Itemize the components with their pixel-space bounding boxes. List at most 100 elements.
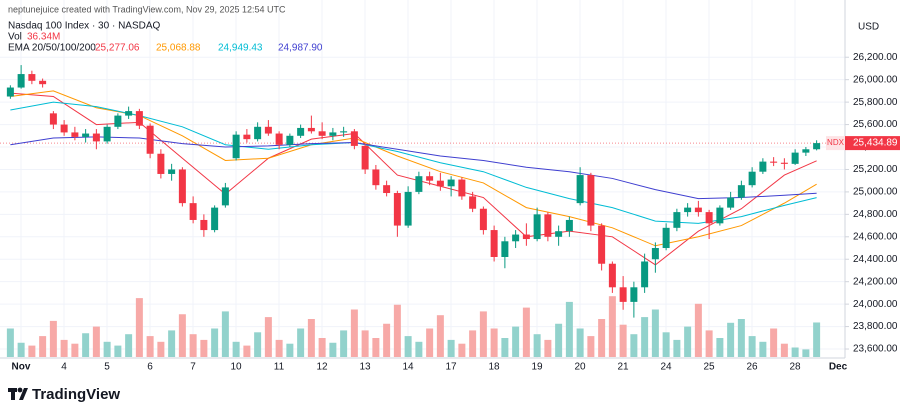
volume-bar — [125, 334, 133, 357]
candle-body — [662, 227, 670, 249]
candle-body — [619, 287, 627, 302]
candle-body — [254, 126, 262, 140]
candle-body — [6, 87, 14, 97]
candle-body — [103, 126, 111, 142]
volume-bar — [211, 328, 219, 357]
candle-body — [49, 113, 57, 125]
candle-body — [340, 131, 348, 133]
candle-body — [232, 134, 240, 159]
candle-body — [71, 132, 79, 137]
volume-bar — [329, 342, 337, 357]
candle-body — [393, 193, 401, 226]
candle-body — [533, 214, 541, 240]
volume-bar — [39, 336, 47, 357]
candle-body — [555, 231, 563, 237]
volume-bar — [286, 343, 294, 357]
x-tick-label: 6 — [147, 362, 153, 373]
candle-body — [813, 143, 821, 150]
candle-body — [748, 171, 756, 186]
y-tick-label: 24,000.00 — [853, 299, 898, 310]
candle-body — [60, 124, 68, 133]
candle-body — [501, 241, 509, 257]
x-tick-label: 13 — [359, 362, 371, 373]
candle-body — [727, 197, 735, 208]
x-tick-label: 10 — [230, 362, 242, 373]
volume-bar — [307, 319, 315, 357]
volume-bar — [813, 322, 821, 357]
volume-bar — [469, 330, 477, 357]
volume-bar — [297, 328, 305, 357]
volume-bar — [243, 345, 251, 357]
ema-value: 25,068.88 — [156, 43, 201, 54]
volume-bar — [82, 333, 90, 357]
candle-body — [264, 126, 272, 134]
volume-bar — [555, 323, 563, 357]
candle-body — [469, 196, 477, 209]
ema-line — [10, 90, 817, 247]
candle-body — [587, 175, 595, 226]
candle-body — [211, 207, 219, 231]
candles — [6, 65, 821, 318]
x-tick-label: 7 — [190, 362, 196, 373]
x-tick-label: 21 — [617, 362, 629, 373]
y-tick-label: 25,000.00 — [853, 187, 898, 198]
volume-bar — [426, 328, 434, 357]
candle-body — [146, 125, 154, 154]
x-tick-label: 28 — [789, 362, 801, 373]
volume-bar — [28, 345, 36, 357]
candle-body — [92, 133, 100, 142]
x-tick-label: 20 — [574, 362, 586, 373]
candle-body — [673, 212, 681, 228]
volume-bar — [168, 330, 176, 357]
volume-bar — [533, 334, 541, 357]
y-tick-label: 25,200.00 — [853, 164, 898, 175]
x-tick-label: 18 — [488, 362, 500, 373]
volume-bar — [340, 330, 348, 357]
volume-bar — [490, 328, 498, 357]
volume-bar — [802, 349, 810, 357]
candle-body — [490, 230, 498, 257]
volume-bar — [232, 341, 240, 357]
currency: USD — [858, 22, 879, 33]
candle-body — [737, 185, 745, 198]
x-tick-label: 19 — [531, 362, 543, 373]
candle-body — [361, 145, 369, 170]
candle-body — [565, 219, 573, 232]
candle-body — [404, 191, 412, 226]
candle-body — [780, 162, 788, 164]
candle-body — [82, 133, 90, 137]
candle-body — [684, 207, 692, 213]
candle-body — [329, 132, 337, 136]
candle-body — [447, 179, 455, 187]
symbol: Nasdaq 100 Index · 30 · NASDAQ — [8, 21, 161, 32]
symbol-tag: NDX — [827, 138, 845, 147]
volume-bar — [630, 334, 638, 357]
volume-bar — [705, 330, 713, 357]
volume-bar — [694, 303, 702, 357]
volume-bar — [383, 323, 391, 357]
x-tick-label: 17 — [445, 362, 457, 373]
candle-body — [189, 203, 197, 220]
y-tick-label: 24,600.00 — [853, 231, 898, 242]
volume-bar — [361, 330, 369, 357]
volume-bar — [178, 314, 186, 357]
candle-body — [275, 133, 283, 145]
candle-body — [383, 185, 391, 194]
candle-body — [479, 208, 487, 231]
candle-body — [415, 176, 423, 192]
x-tick-label: 26 — [746, 362, 758, 373]
volume-bar — [748, 336, 756, 357]
volume-bar — [200, 339, 208, 357]
volume-bar — [759, 341, 767, 357]
candle-body — [286, 135, 294, 145]
brand-logo — [8, 387, 28, 400]
candle-body — [716, 207, 724, 224]
candle-body — [426, 176, 434, 181]
candle-body — [297, 127, 305, 136]
candle-body — [178, 169, 186, 204]
y-tick-label: 23,800.00 — [853, 321, 898, 332]
candle-body — [630, 287, 638, 302]
volume-bar — [103, 341, 111, 357]
volume-bar — [522, 307, 530, 357]
volume-bar — [479, 311, 487, 357]
